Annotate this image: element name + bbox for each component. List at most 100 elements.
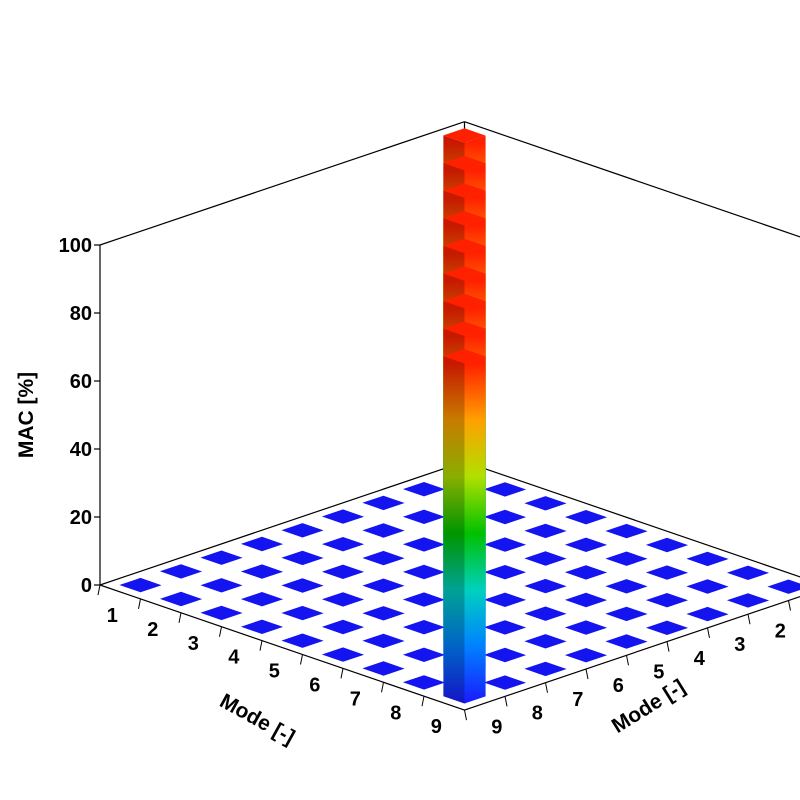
bar-9-5 [605, 634, 648, 649]
bar-8-5 [564, 620, 608, 635]
bar-9-4 [645, 620, 689, 635]
y-tick-mark [666, 641, 670, 652]
bar-5-7 [362, 606, 405, 621]
bars [443, 128, 486, 704]
bar-6-3 [564, 565, 608, 580]
bar-2-7 [240, 564, 284, 579]
bar-3-9 [200, 605, 243, 621]
bar-1-6 [240, 536, 284, 552]
bar-6-2 [605, 551, 648, 566]
x-tick-mark [259, 640, 263, 651]
bar-8-1 [726, 565, 770, 580]
x-tick-label: 6 [309, 674, 320, 696]
y-tick-mark [464, 710, 467, 721]
bar-8-7 [483, 647, 527, 663]
bar-7-5 [524, 606, 567, 621]
bar-1-5 [281, 523, 324, 538]
z-tick-label: 20 [70, 507, 92, 529]
y-tick-label: 9 [491, 716, 502, 738]
bar-3-1 [524, 496, 567, 511]
bar-3-2 [483, 509, 527, 525]
bar-2-8 [200, 578, 243, 593]
y-tick-label: 5 [653, 661, 664, 683]
y-tick-mark [626, 655, 629, 666]
bar-4-8 [281, 605, 324, 621]
bar-3-6 [321, 564, 365, 579]
bar-4-9 [240, 619, 284, 634]
bar-9-7 [524, 661, 567, 677]
z-tick-label: 0 [81, 575, 92, 597]
bar-5-2 [564, 537, 608, 552]
bar-8-3 [645, 593, 689, 608]
y-tick-mark [545, 682, 548, 693]
bar-7-9 [362, 661, 405, 676]
y-tick-label: 8 [532, 703, 543, 725]
bar-1-2 [402, 482, 446, 497]
x-tick-mark [97, 584, 101, 596]
bar-2-4 [362, 523, 405, 538]
bar-5-6 [402, 592, 446, 607]
bar-9-6 [564, 648, 608, 663]
x-tick-mark [138, 598, 141, 609]
bar-2-1 [483, 482, 527, 497]
bar-5-8 [321, 619, 365, 635]
bar-5-9 [281, 633, 324, 648]
bar-4-5 [402, 564, 446, 580]
bar-9-1 [767, 579, 800, 594]
y-tick-label: 4 [694, 648, 706, 670]
y-tick-mark [585, 668, 589, 680]
z-axis-label: MAC [%] [15, 372, 38, 458]
bar-3-4 [402, 537, 446, 552]
x-tick-label: 2 [147, 619, 158, 641]
bar-4-2 [524, 523, 567, 539]
bar-7-2 [645, 565, 689, 580]
bar-2-3 [402, 509, 446, 524]
bar-6-7 [402, 620, 446, 635]
x-tick-label: 9 [431, 716, 442, 738]
chart-frame [99, 121, 800, 711]
tick-labels: 020406080100123456789123456789 [59, 235, 791, 738]
bar-4-6 [362, 578, 405, 593]
z-tick-label: 80 [70, 303, 92, 325]
bar-8-6 [524, 634, 567, 649]
bar-2-6 [281, 550, 324, 566]
x-axis-label: Mode [-] [216, 689, 299, 749]
bar-5-1 [605, 523, 648, 539]
bar-9-8 [483, 675, 527, 690]
bar-4-7 [321, 592, 365, 607]
x-tick-mark [300, 654, 303, 665]
bar-2-9 [159, 591, 203, 607]
x-tick-mark [340, 668, 344, 679]
y-tick-label: 6 [613, 675, 624, 697]
bar-7-1 [686, 551, 729, 567]
x-tick-mark [219, 626, 222, 637]
y-tick-mark [747, 614, 751, 625]
bar-1-7 [200, 550, 243, 565]
bar-1-4 [321, 509, 365, 524]
bar-9-2 [726, 593, 770, 608]
bar-4-1 [564, 510, 608, 525]
x-tick-label: 8 [390, 702, 401, 724]
z-tick-label: 60 [70, 371, 92, 393]
x-tick-label: 4 [228, 647, 240, 669]
bar-6-4 [524, 578, 567, 594]
x-tick-mark [178, 612, 182, 623]
z-tick-label: 100 [59, 235, 92, 257]
bar-4-3 [483, 537, 527, 552]
bar-9-9 [443, 349, 486, 704]
x-tick-mark [381, 682, 384, 693]
bar-7-3 [605, 579, 648, 594]
bar-8-9 [402, 675, 446, 690]
floor-tiles [119, 482, 800, 690]
bar-1-9 [119, 577, 162, 593]
x-tick-label: 5 [269, 661, 280, 683]
bar-6-9 [321, 647, 365, 662]
bar-8-4 [605, 606, 648, 622]
x-tick-label: 1 [107, 605, 118, 627]
y-tick-mark [504, 696, 508, 707]
bar-5-3 [524, 551, 567, 566]
y-tick-mark [788, 600, 791, 611]
bar-7-4 [564, 592, 608, 608]
y-tick-label: 2 [775, 620, 786, 642]
